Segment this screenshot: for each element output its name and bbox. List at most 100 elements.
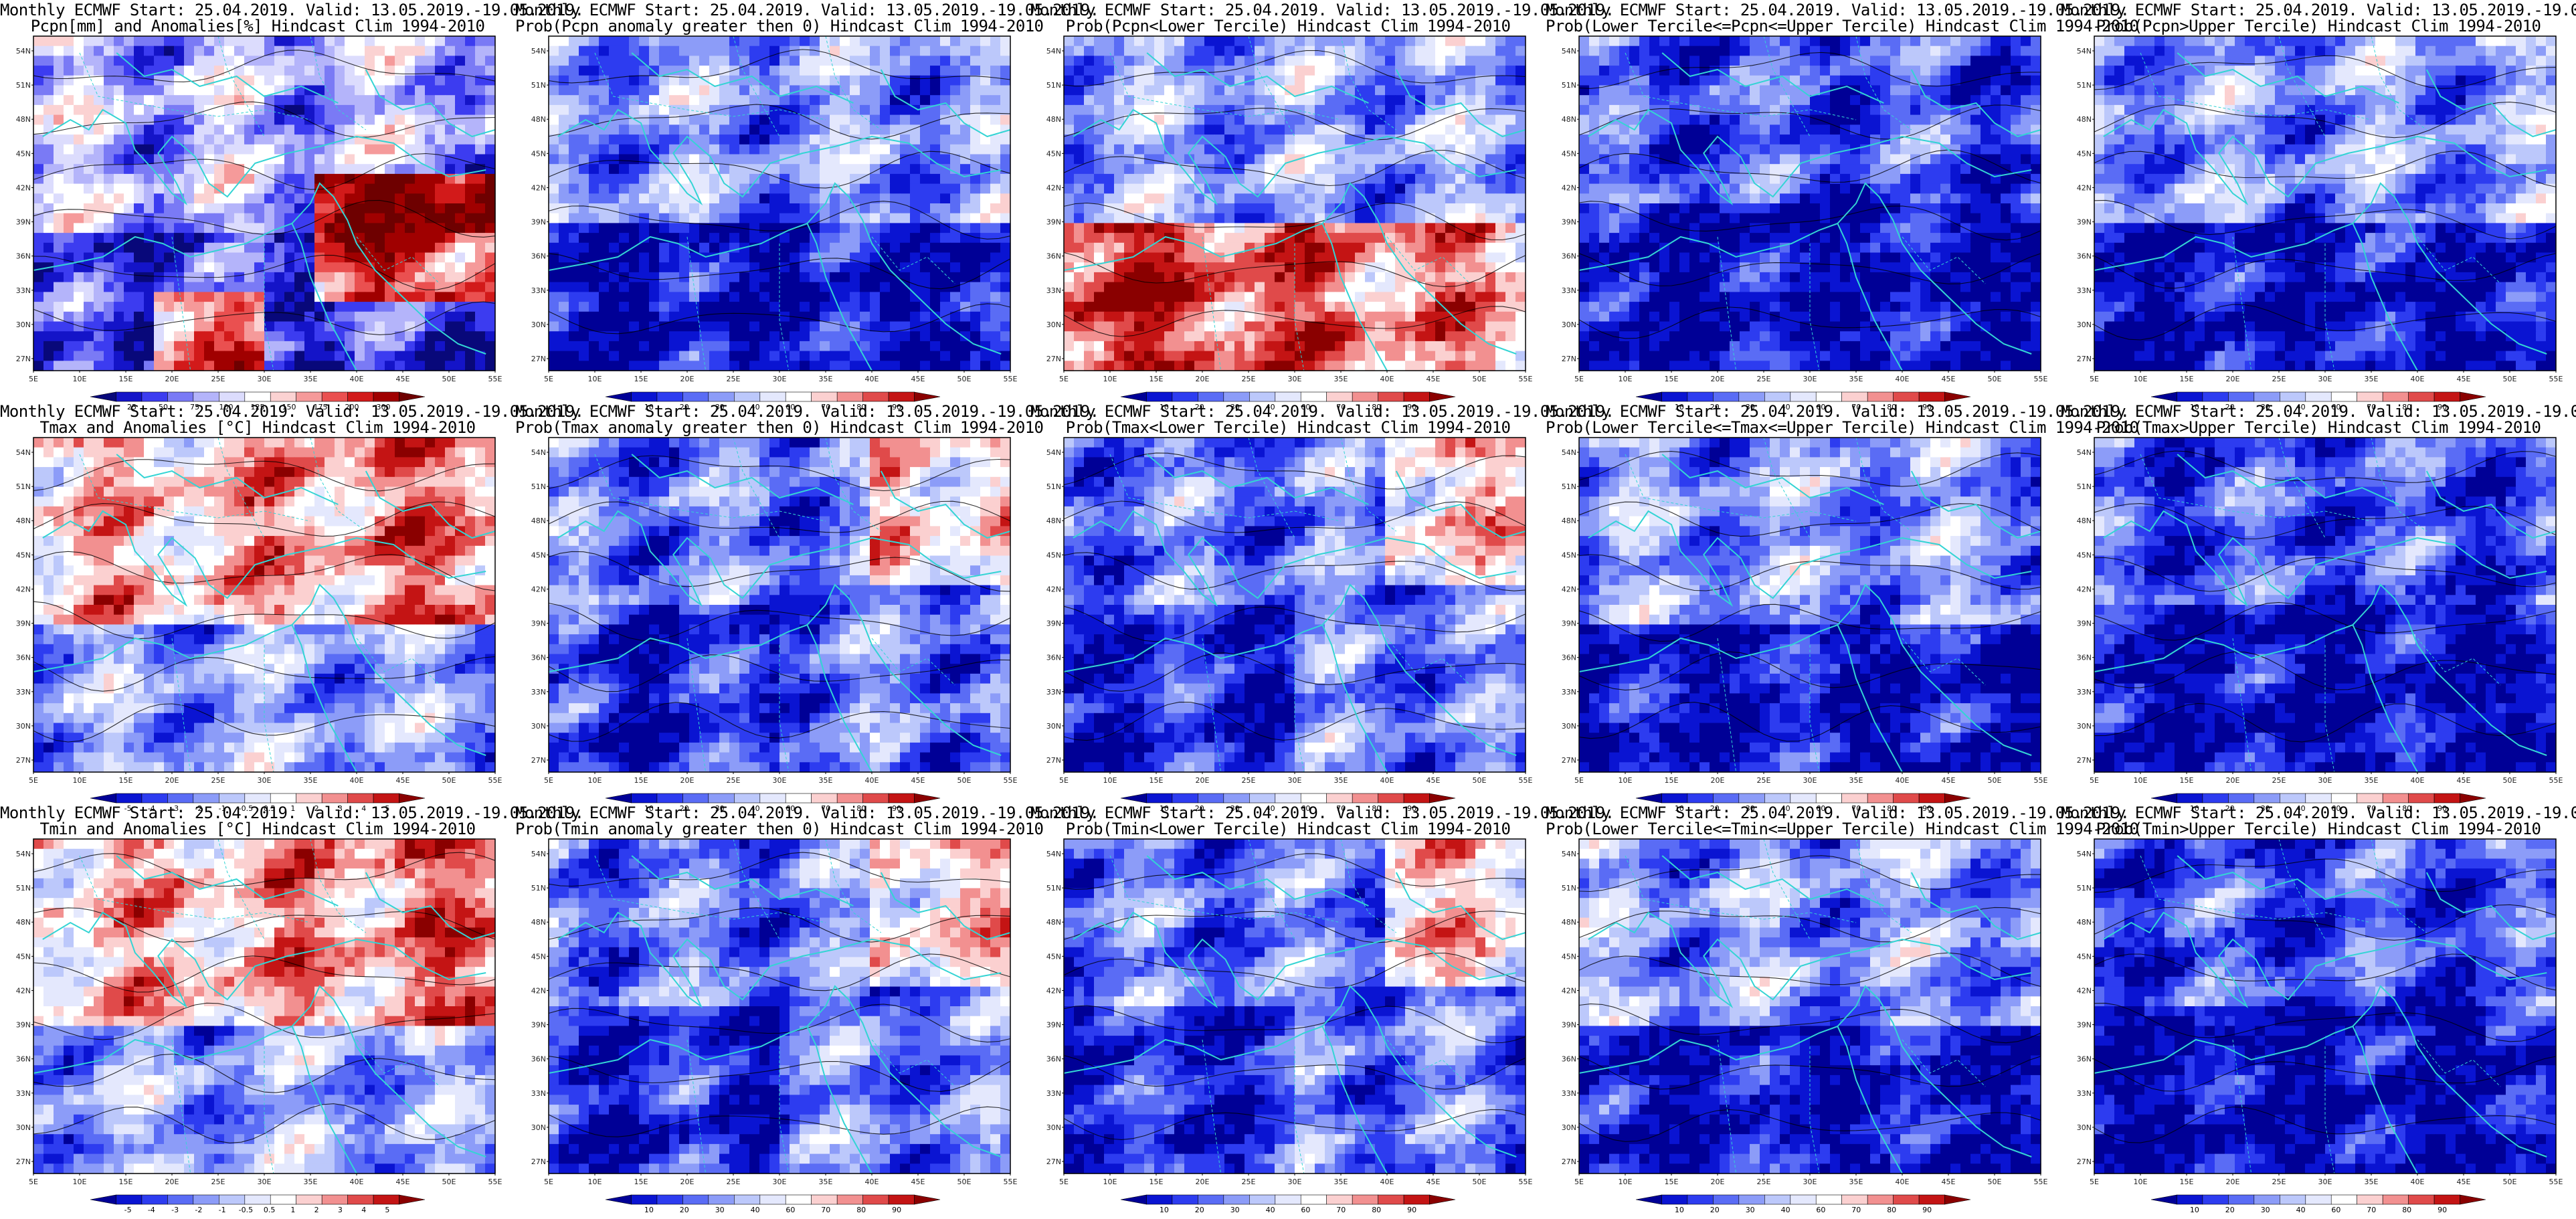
lat-tick-label: 33N — [1562, 688, 1576, 696]
lat-tick-label: 42N — [531, 986, 546, 995]
lon-tick-label: 5E — [29, 1178, 38, 1186]
lat-tick-label: 30N — [531, 722, 546, 731]
lon-tick-label: 50E — [1473, 375, 1487, 383]
lon-tick-label: 20E — [680, 776, 695, 785]
lat-tick-label: 39N — [1046, 218, 1061, 227]
lon-tick-label: 45E — [396, 375, 410, 383]
lat-tick-label: 36N — [531, 1055, 546, 1064]
lat-tick-label: 33N — [531, 1089, 546, 1098]
colorbar-tick-label: 90 — [1407, 1206, 1416, 1214]
lon-tick-label: 30E — [258, 776, 272, 785]
lon-tick-label: 20E — [1711, 1178, 1725, 1186]
lon-tick-label: 55E — [1519, 776, 1533, 785]
lat-tick-label: 45N — [1046, 149, 1061, 158]
lon-tick-label: 25E — [1757, 1178, 1771, 1186]
lon-tick-label: 10E — [1103, 1178, 1117, 1186]
lon-tick-label: 45E — [911, 375, 925, 383]
lon-tick-label: 25E — [727, 375, 741, 383]
lat-tick-label: 33N — [1562, 286, 1576, 295]
lon-tick-label: 40E — [1896, 375, 1910, 383]
lat-tick-label: 36N — [531, 654, 546, 662]
lat-tick-label: 27N — [1562, 355, 1576, 363]
lat-tick-label: 48N — [1046, 517, 1061, 525]
lat-tick-label: 36N — [1562, 252, 1576, 261]
lon-tick-label: 45E — [2457, 375, 2471, 383]
lat-tick-label: 36N — [2077, 1055, 2092, 1064]
lon-tick-label: 10E — [73, 375, 87, 383]
lat-tick-label: 33N — [2077, 286, 2092, 295]
colorbar-tick-label: 90 — [1922, 1206, 1932, 1214]
lon-tick-label: 40E — [1896, 776, 1910, 785]
lon-tick-label: 45E — [1942, 1178, 1956, 1186]
lon-tick-label: 5E — [544, 375, 553, 383]
colorbar-tick-label: 60 — [2331, 1206, 2340, 1214]
lat-tick-label: 51N — [16, 884, 31, 893]
lon-tick-label: 40E — [2411, 375, 2425, 383]
lat-tick-label: 51N — [1046, 884, 1061, 893]
lat-tick-label: 48N — [1046, 918, 1061, 927]
lat-tick-label: 45N — [2077, 149, 2092, 158]
lon-tick-label: 30E — [773, 776, 787, 785]
lon-tick-label: 20E — [165, 375, 179, 383]
colorbar-tick-label: 40 — [2296, 1206, 2306, 1214]
lat-tick-label: 36N — [16, 1055, 31, 1064]
lat-tick-label: 33N — [1562, 1089, 1576, 1098]
lon-tick-label: 40E — [350, 776, 364, 785]
lon-tick-label: 15E — [1149, 1178, 1164, 1186]
lon-tick-label: 50E — [957, 1178, 972, 1186]
lon-tick-label: 35E — [304, 1178, 318, 1186]
lat-tick-label: 48N — [1562, 517, 1576, 525]
lat-tick-label: 27N — [2077, 355, 2092, 363]
colorbar-tick-label: 70 — [1336, 1206, 1346, 1214]
lat-tick-label: 42N — [1562, 585, 1576, 593]
lon-tick-label: 55E — [2034, 375, 2048, 383]
lon-tick-label: 30E — [1803, 776, 1817, 785]
lon-tick-label: 45E — [2457, 1178, 2471, 1186]
lon-tick-label: 30E — [2318, 375, 2332, 383]
lon-tick-label: 35E — [1334, 375, 1348, 383]
lat-tick-label: 54N — [531, 850, 546, 858]
lon-tick-label: 5E — [1574, 776, 1584, 785]
lon-tick-label: 5E — [1059, 1178, 1069, 1186]
lat-tick-label: 30N — [1046, 320, 1061, 329]
lat-tick-label: 42N — [1046, 986, 1061, 995]
lon-tick-label: 50E — [2503, 776, 2517, 785]
lon-tick-label: 5E — [2090, 1178, 2099, 1186]
lon-tick-label: 35E — [304, 776, 318, 785]
lat-tick-label: 48N — [16, 918, 31, 927]
lon-tick-label: 55E — [488, 375, 502, 383]
lon-tick-label: 55E — [1004, 1178, 1018, 1186]
lon-tick-label: 5E — [2090, 375, 2099, 383]
lat-tick-label: 36N — [2077, 252, 2092, 261]
lon-tick-label: 5E — [29, 375, 38, 383]
lon-tick-label: 35E — [1334, 776, 1348, 785]
lat-tick-label: 45N — [16, 149, 31, 158]
lat-tick-label: 54N — [2077, 448, 2092, 457]
lat-tick-label: 27N — [531, 756, 546, 765]
lat-tick-label: 42N — [1562, 986, 1576, 995]
lat-tick-label: 48N — [16, 517, 31, 525]
lon-tick-label: 35E — [1849, 776, 1863, 785]
lon-tick-label: 10E — [588, 776, 602, 785]
lon-tick-label: 30E — [1288, 776, 1302, 785]
lon-tick-label: 45E — [396, 776, 410, 785]
lat-tick-label: 45N — [1562, 952, 1576, 961]
lon-tick-label: 30E — [2318, 1178, 2332, 1186]
lon-tick-label: 20E — [2226, 375, 2240, 383]
colorbar-tick-label: 5 — [385, 1206, 389, 1214]
lat-tick-label: 27N — [2077, 1157, 2092, 1166]
lon-tick-label: 5E — [1574, 375, 1584, 383]
lon-tick-label: 50E — [957, 776, 972, 785]
lon-tick-label: 25E — [727, 1178, 741, 1186]
lat-tick-label: 42N — [16, 986, 31, 995]
lat-tick-label: 39N — [16, 620, 31, 628]
lat-tick-label: 33N — [16, 286, 31, 295]
lat-tick-label: 33N — [2077, 1089, 2092, 1098]
